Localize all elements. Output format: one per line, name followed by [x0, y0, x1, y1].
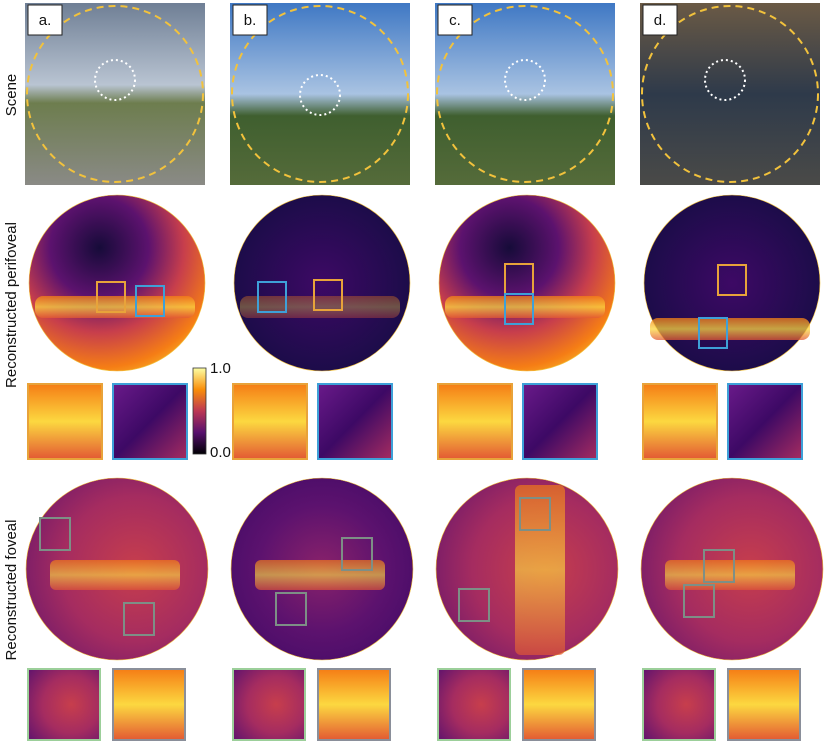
- foveal-inset: [727, 668, 801, 741]
- foveal-inset: [317, 668, 391, 741]
- perifoveal-inset: [522, 383, 598, 460]
- zoom-box: [257, 281, 287, 313]
- hot-region: [665, 560, 795, 590]
- scene-fovea: [94, 59, 136, 101]
- panel-label-box: [642, 4, 678, 36]
- perifoveal-reconstruction: [643, 194, 821, 372]
- perifoveal-inset: [727, 383, 803, 460]
- hot-region: [255, 560, 385, 590]
- panel: d.: [640, 3, 824, 741]
- zoom-box: [135, 285, 165, 317]
- zoom-box: [698, 317, 728, 349]
- zoom-box: [275, 592, 307, 626]
- foveal-inset: [642, 668, 716, 741]
- foveal-inset: [112, 668, 186, 741]
- scene-fovea: [504, 59, 546, 101]
- perifoveal-inset: [112, 383, 188, 460]
- zoom-box: [96, 281, 126, 313]
- perifoveal-reconstruction: [438, 194, 616, 372]
- row-label: Reconstructed perifoveal: [3, 222, 20, 388]
- panel-label-box: [437, 4, 473, 36]
- perifoveal-inset: [642, 383, 718, 460]
- perifoveal-inset: [317, 383, 393, 460]
- zoom-box: [504, 293, 534, 325]
- foveal-inset: [522, 668, 596, 741]
- scene-field: [231, 5, 409, 183]
- colorbar-scale: [192, 367, 207, 455]
- perifoveal-inset: [27, 383, 103, 460]
- panel: b.: [230, 3, 414, 741]
- hot-band: [240, 296, 400, 318]
- hot-band: [445, 296, 605, 318]
- hot-band: [35, 296, 195, 318]
- hot-region: [515, 485, 565, 655]
- panel: c.: [435, 3, 619, 741]
- foveal-inset: [232, 668, 306, 741]
- zoom-box: [341, 537, 373, 571]
- panel-label-box: [232, 4, 268, 36]
- zoom-box: [313, 279, 343, 311]
- zoom-box: [703, 549, 735, 583]
- zoom-box: [717, 264, 747, 296]
- panel-label: a.: [39, 12, 52, 29]
- zoom-box: [683, 584, 715, 618]
- perifoveal-inset: [437, 383, 513, 460]
- hot-region: [50, 560, 180, 590]
- colorbar-min: 0.0: [210, 444, 231, 461]
- perifoveal-reconstruction: [233, 194, 411, 372]
- panel-label: b.: [244, 12, 257, 29]
- zoom-box: [39, 517, 71, 551]
- foveal-inset: [437, 668, 511, 741]
- panel: a.: [25, 3, 209, 741]
- scene-fovea: [704, 59, 746, 101]
- foveal-inset: [27, 668, 101, 741]
- scene-field: [641, 5, 819, 183]
- scene-field: [26, 5, 204, 183]
- row-label: Reconstructed foveal: [3, 520, 20, 661]
- perifoveal-inset: [232, 383, 308, 460]
- panel-label: d.: [654, 12, 667, 29]
- scene-field: [436, 5, 614, 183]
- scene-fovea: [299, 74, 341, 116]
- row-labels: Scene Reconstructed perifoveal Reconstru…: [3, 74, 20, 661]
- zoom-box: [519, 497, 551, 531]
- colorbar: 1.0 0.0: [192, 360, 231, 461]
- colorbar-max: 1.0: [210, 360, 231, 377]
- hot-band: [650, 318, 810, 340]
- zoom-box: [458, 588, 490, 622]
- row-label: Scene: [3, 74, 20, 117]
- zoom-box: [123, 602, 155, 636]
- panel-label-box: [27, 4, 63, 36]
- panel-label: c.: [449, 12, 461, 29]
